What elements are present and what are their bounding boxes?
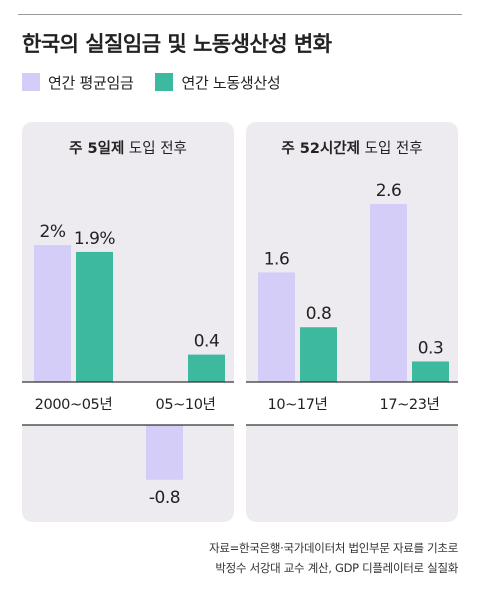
bar-s0-c3: [370, 204, 407, 382]
bar-s1-c2: [300, 327, 337, 382]
value-label-s1-c3: 0.3: [418, 338, 444, 358]
category-label-3: 17~23년: [380, 396, 440, 413]
source-note: 자료=한국은행·국가데이터처 법인부문 자료를 기초로 박정수 서강대 교수 계…: [209, 538, 458, 578]
category-label-0: 2000~05년: [35, 396, 113, 413]
bar-s1-c0: [76, 251, 113, 382]
legend-item-wage: 연간 평균임금: [22, 72, 134, 93]
category-label-1: 05~10년: [156, 396, 216, 413]
legend-label-productivity: 연간 노동생산성: [181, 73, 281, 92]
legend-label-wage: 연간 평균임금: [48, 73, 134, 92]
bar-s1-c1: [188, 354, 225, 382]
bar-s0-c1: [146, 425, 183, 480]
source-line-2: 박정수 서강대 교수 계산, GDP 디플레이터로 실질화: [215, 561, 458, 575]
category-label-2: 10~17년: [268, 396, 328, 413]
value-label-s0-c3: 2.6: [376, 181, 402, 201]
value-label-s1-c1: 0.4: [194, 332, 220, 352]
group-title-1: 주 52시간제 도입 전후: [281, 140, 422, 157]
value-label-s0-c2: 1.6: [264, 249, 290, 269]
value-label-s1-c0: 1.9%: [74, 229, 116, 249]
top-rule: [18, 14, 462, 15]
value-label-s0-c0: 2%: [40, 222, 66, 242]
category-band: [0, 382, 480, 425]
bar-s0-c2: [258, 272, 295, 382]
value-label-s0-c1: -0.8: [149, 488, 180, 508]
legend-swatch-wage: [22, 73, 40, 91]
source-line-1: 자료=한국은행·국가데이터처 법인부문 자료를 기초로: [209, 541, 458, 555]
value-label-s1-c2: 0.8: [306, 304, 332, 324]
bar-s0-c0: [34, 245, 71, 382]
chart-title: 한국의 실질임금 및 노동생산성 변화: [22, 32, 332, 56]
bar-s1-c3: [412, 361, 449, 382]
legend-swatch-productivity: [155, 73, 174, 91]
legend-item-productivity: 연간 노동생산성: [155, 72, 281, 93]
group-title-0: 주 5일제 도입 전후: [69, 140, 187, 157]
legend: 연간 평균임금 연간 노동생산성: [22, 70, 302, 94]
